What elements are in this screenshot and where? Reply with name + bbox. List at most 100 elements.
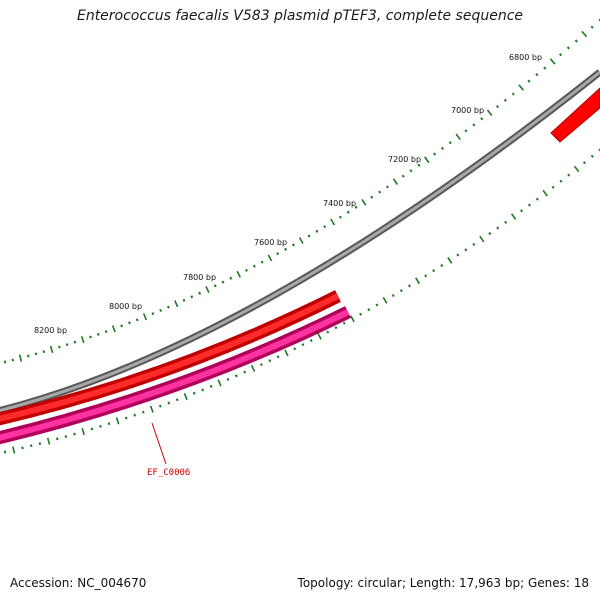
minor-tick bbox=[167, 401, 171, 405]
minor-tick bbox=[326, 330, 330, 334]
minor-tick bbox=[567, 173, 571, 177]
minor-tick bbox=[175, 398, 179, 402]
minor-tick bbox=[307, 234, 311, 238]
minor-tick bbox=[315, 229, 319, 233]
minor-tick bbox=[598, 148, 600, 152]
minor-tick bbox=[120, 324, 124, 328]
tick-label-group: 8200 bp 8000 bp 7800 bp 7600 bp 7400 bp … bbox=[34, 53, 542, 335]
minor-tick bbox=[407, 284, 411, 288]
major-tick bbox=[115, 417, 120, 425]
minor-tick bbox=[38, 442, 42, 445]
minor-tick bbox=[359, 312, 363, 316]
minor-tick bbox=[432, 269, 436, 273]
minor-tick bbox=[29, 444, 33, 448]
major-tick bbox=[317, 332, 322, 340]
forward-gene-arrow bbox=[550, 87, 600, 143]
tick-label-7400: 7400 bp bbox=[323, 199, 356, 208]
minor-tick bbox=[582, 161, 586, 165]
major-tick bbox=[18, 354, 23, 362]
minor-tick bbox=[213, 284, 217, 288]
minor-tick bbox=[293, 347, 297, 351]
minor-tick bbox=[128, 321, 131, 325]
major-tick bbox=[361, 198, 367, 206]
minor-tick bbox=[543, 66, 547, 70]
minor-tick bbox=[158, 404, 162, 408]
minor-tick bbox=[472, 242, 476, 246]
minor-tick bbox=[399, 289, 403, 293]
major-tick bbox=[350, 315, 355, 323]
sequence-summary: Topology: circular; Length: 17,963 bp; G… bbox=[297, 576, 589, 590]
minor-tick bbox=[566, 46, 570, 50]
tick-label-7800: 7800 bp bbox=[183, 273, 216, 282]
major-tick bbox=[392, 178, 398, 185]
major-tick bbox=[447, 257, 453, 264]
tick-label-6800: 6800 bp bbox=[509, 53, 542, 62]
map-title: Enterococcus faecalis V583 plasmid pTEF3… bbox=[76, 8, 524, 24]
minor-tick bbox=[440, 146, 445, 150]
minor-tick bbox=[464, 248, 468, 252]
minor-tick bbox=[99, 424, 102, 428]
minor-tick bbox=[276, 355, 280, 359]
major-tick bbox=[542, 189, 548, 197]
minor-tick bbox=[73, 432, 76, 436]
minor-tick bbox=[260, 260, 264, 264]
minor-tick bbox=[201, 388, 205, 392]
major-tick bbox=[217, 379, 222, 387]
major-tick bbox=[80, 336, 85, 344]
minor-tick bbox=[221, 280, 225, 284]
minor-tick bbox=[104, 330, 108, 334]
minor-tick bbox=[385, 185, 389, 189]
minor-tick bbox=[375, 303, 379, 307]
major-tick bbox=[174, 300, 179, 308]
major-tick bbox=[183, 393, 188, 401]
major-tick bbox=[455, 133, 461, 141]
minor-tick bbox=[448, 141, 452, 145]
major-tick bbox=[267, 254, 273, 262]
inner-tick-ring bbox=[3, 148, 600, 454]
minor-tick bbox=[268, 359, 272, 363]
major-tick bbox=[298, 237, 304, 244]
major-tick bbox=[581, 30, 588, 38]
accession-label: Accession: NC_004670 bbox=[10, 576, 147, 590]
minor-tick bbox=[27, 354, 30, 358]
tick-label-8000: 8000 bp bbox=[109, 302, 142, 311]
minor-tick bbox=[192, 391, 196, 395]
backbone-ring-highlight bbox=[0, 70, 600, 412]
minor-tick bbox=[245, 268, 248, 272]
minor-tick bbox=[34, 352, 38, 356]
major-tick bbox=[81, 427, 85, 436]
minor-tick bbox=[55, 437, 59, 441]
forward-gene-arc-highlight bbox=[0, 293, 340, 422]
minor-tick bbox=[243, 370, 247, 374]
major-tick bbox=[149, 405, 154, 413]
major-tick bbox=[479, 235, 485, 243]
minor-tick bbox=[21, 446, 24, 450]
minor-tick bbox=[424, 274, 428, 278]
reverse-gene-arc-highlight bbox=[0, 309, 350, 441]
minor-tick bbox=[284, 247, 288, 251]
minor-tick bbox=[276, 252, 280, 256]
major-tick bbox=[486, 109, 493, 116]
major-tick bbox=[142, 313, 148, 321]
minor-tick bbox=[135, 318, 139, 322]
minor-tick bbox=[598, 18, 600, 22]
major-tick bbox=[284, 349, 289, 357]
minor-tick bbox=[151, 312, 155, 316]
minor-tick bbox=[417, 163, 421, 167]
minor-tick bbox=[65, 343, 69, 347]
minor-tick bbox=[190, 295, 194, 299]
minor-tick bbox=[456, 253, 460, 257]
minor-tick bbox=[252, 264, 256, 268]
minor-tick bbox=[480, 117, 484, 121]
minor-tick bbox=[64, 435, 68, 438]
gene-label-ef-c0006: EF_C0006 bbox=[147, 468, 190, 478]
major-tick bbox=[250, 364, 256, 372]
minor-tick bbox=[401, 174, 405, 178]
minor-tick bbox=[323, 225, 327, 229]
minor-tick bbox=[229, 276, 233, 280]
minor-tick bbox=[124, 416, 128, 420]
minor-tick bbox=[182, 298, 186, 302]
minor-tick bbox=[198, 291, 202, 295]
tick-label-7000: 7000 bp bbox=[451, 106, 484, 115]
